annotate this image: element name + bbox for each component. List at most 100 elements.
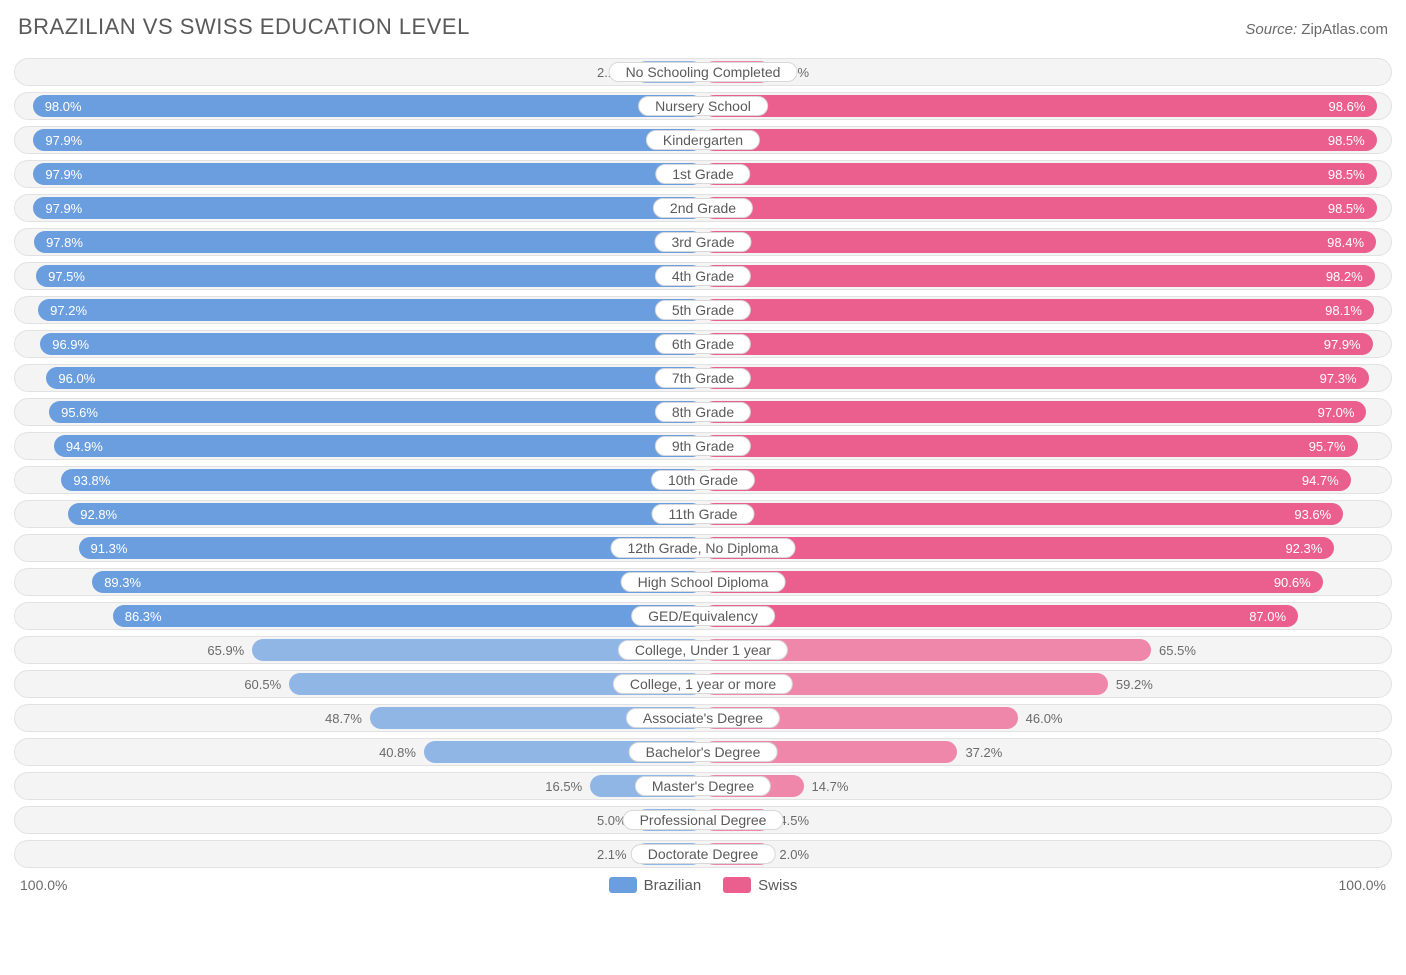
bar-row: 93.8% 94.7%10th Grade bbox=[14, 466, 1392, 494]
bar-right-value: 98.5% bbox=[1328, 201, 1365, 216]
bar-left: 86.3% bbox=[113, 605, 703, 627]
bar-right-value: 98.5% bbox=[1328, 133, 1365, 148]
bar-right: 98.2% bbox=[703, 265, 1375, 287]
bar-right: 97.9% bbox=[703, 333, 1373, 355]
category-pill: College, Under 1 year bbox=[618, 640, 788, 660]
bar-left-value: 86.3% bbox=[125, 609, 162, 624]
bar-right: 95.7% bbox=[703, 435, 1358, 457]
bar-left-value: 91.3% bbox=[91, 541, 128, 556]
category-pill: 2nd Grade bbox=[653, 198, 753, 218]
bar-right: 98.5% bbox=[703, 163, 1377, 185]
category-pill: Bachelor's Degree bbox=[629, 742, 778, 762]
bar-left-value: 65.9% bbox=[207, 639, 244, 661]
bar-left-value: 97.2% bbox=[50, 303, 87, 318]
bar-right-value: 37.2% bbox=[965, 741, 1002, 763]
bar-right: 90.6% bbox=[703, 571, 1323, 593]
bar-right-value: 98.2% bbox=[1326, 269, 1363, 284]
bar-row: 97.5% 98.2% 4th Grade bbox=[14, 262, 1392, 290]
bar-left: 94.9% bbox=[54, 435, 703, 457]
bar-right-value: 46.0% bbox=[1026, 707, 1063, 729]
bar-left-value: 97.8% bbox=[46, 235, 83, 250]
bar-right-value: 98.4% bbox=[1327, 235, 1364, 250]
chart-header: BRAZILIAN VS SWISS EDUCATION LEVEL Sourc… bbox=[14, 14, 1392, 40]
bar-row: 97.9% 98.5% 1st Grade bbox=[14, 160, 1392, 188]
bar-right: 94.7% bbox=[703, 469, 1351, 491]
bar-row: 91.3%92.3%12th Grade, No Diploma bbox=[14, 534, 1392, 562]
bar-row: 97.9% 98.5% 2nd Grade bbox=[14, 194, 1392, 222]
bar-left-value: 97.9% bbox=[45, 133, 82, 148]
bar-row: 16.5%14.7%Master's Degree bbox=[14, 772, 1392, 800]
category-pill: 8th Grade bbox=[655, 402, 751, 422]
bar-left-value: 98.0% bbox=[45, 99, 82, 114]
bar-left-value: 89.3% bbox=[104, 575, 141, 590]
category-pill: 1st Grade bbox=[655, 164, 750, 184]
category-pill: 7th Grade bbox=[655, 368, 751, 388]
bar-left-value: 96.9% bbox=[52, 337, 89, 352]
bar-right: 98.5% bbox=[703, 129, 1377, 151]
bar-right-value: 93.6% bbox=[1294, 507, 1331, 522]
bar-right-value: 97.9% bbox=[1324, 337, 1361, 352]
bar-right-value: 2.0% bbox=[779, 843, 809, 865]
category-pill: 9th Grade bbox=[655, 436, 751, 456]
legend: Brazilian Swiss bbox=[609, 877, 798, 894]
bar-right-value: 95.7% bbox=[1309, 439, 1346, 454]
category-pill: High School Diploma bbox=[621, 572, 786, 592]
category-pill: 4th Grade bbox=[655, 266, 751, 286]
bar-right-value: 98.1% bbox=[1325, 303, 1362, 318]
bar-row: 2.1%2.0%Doctorate Degree bbox=[14, 840, 1392, 868]
bar-row: 86.3%87.0%GED/Equivalency bbox=[14, 602, 1392, 630]
chart-footer: 100.0% Brazilian Swiss 100.0% bbox=[14, 872, 1392, 898]
bar-right-value: 59.2% bbox=[1116, 673, 1153, 695]
bar-row: 60.5%59.2%College, 1 year or more bbox=[14, 670, 1392, 698]
bar-left: 97.9% bbox=[33, 197, 703, 219]
bar-right-value: 14.7% bbox=[812, 775, 849, 797]
legend-item-right: Swiss bbox=[723, 877, 797, 894]
bar-row: 97.8% 98.4% 3rd Grade bbox=[14, 228, 1392, 256]
bar-right-value: 92.3% bbox=[1285, 541, 1322, 556]
bar-left-value: 92.8% bbox=[80, 507, 117, 522]
bar-left: 97.9% bbox=[33, 163, 703, 185]
bar-left-value: 93.8% bbox=[73, 473, 110, 488]
bar-left: 89.3% bbox=[92, 571, 703, 593]
category-pill: 5th Grade bbox=[655, 300, 751, 320]
bar-left: 97.5% bbox=[36, 265, 703, 287]
bar-row: 92.8%93.6%11th Grade bbox=[14, 500, 1392, 528]
bar-right-value: 98.6% bbox=[1329, 99, 1366, 114]
bar-left-value: 97.9% bbox=[45, 167, 82, 182]
category-pill: Nursery School bbox=[638, 96, 768, 116]
category-pill: No Schooling Completed bbox=[609, 62, 798, 82]
bar-right: 98.1% bbox=[703, 299, 1374, 321]
bar-left: 96.0% bbox=[46, 367, 703, 389]
bar-row: 2.1%1.5%No Schooling Completed bbox=[14, 58, 1392, 86]
bar-left-value: 97.5% bbox=[48, 269, 85, 284]
bar-left: 96.9% bbox=[40, 333, 703, 355]
bar-right-value: 97.3% bbox=[1320, 371, 1357, 386]
chart-source: Source: ZipAtlas.com bbox=[1245, 21, 1388, 38]
legend-swatch-right bbox=[723, 877, 751, 893]
bar-right-value: 87.0% bbox=[1249, 609, 1286, 624]
legend-label-right: Swiss bbox=[758, 877, 797, 894]
bar-right: 87.0% bbox=[703, 605, 1298, 627]
bar-left-value: 96.0% bbox=[58, 371, 95, 386]
bar-left-value: 94.9% bbox=[66, 439, 103, 454]
category-pill: 3rd Grade bbox=[654, 232, 751, 252]
source-value: ZipAtlas.com bbox=[1301, 21, 1388, 38]
chart-title: BRAZILIAN VS SWISS EDUCATION LEVEL bbox=[18, 14, 470, 40]
bar-left: 97.2% bbox=[38, 299, 703, 321]
legend-swatch-left bbox=[609, 877, 637, 893]
bar-left: 93.8% bbox=[61, 469, 703, 491]
bar-row: 65.9%65.5%College, Under 1 year bbox=[14, 636, 1392, 664]
bar-right: 92.3% bbox=[703, 537, 1334, 559]
category-pill: Doctorate Degree bbox=[631, 844, 776, 864]
bar-right-value: 90.6% bbox=[1274, 575, 1311, 590]
bar-left: 91.3% bbox=[79, 537, 703, 559]
category-pill: 10th Grade bbox=[651, 470, 755, 490]
bar-left: 98.0% bbox=[33, 95, 703, 117]
bar-right-value: 98.5% bbox=[1328, 167, 1365, 182]
bar-right: 97.0% bbox=[703, 401, 1366, 423]
bar-row: 94.9% 95.7% 9th Grade bbox=[14, 432, 1392, 460]
bar-row: 89.3% 90.6% High School Diploma bbox=[14, 568, 1392, 596]
bar-right-value: 4.5% bbox=[779, 809, 809, 831]
bar-left-value: 95.6% bbox=[61, 405, 98, 420]
bar-right-value: 97.0% bbox=[1318, 405, 1355, 420]
